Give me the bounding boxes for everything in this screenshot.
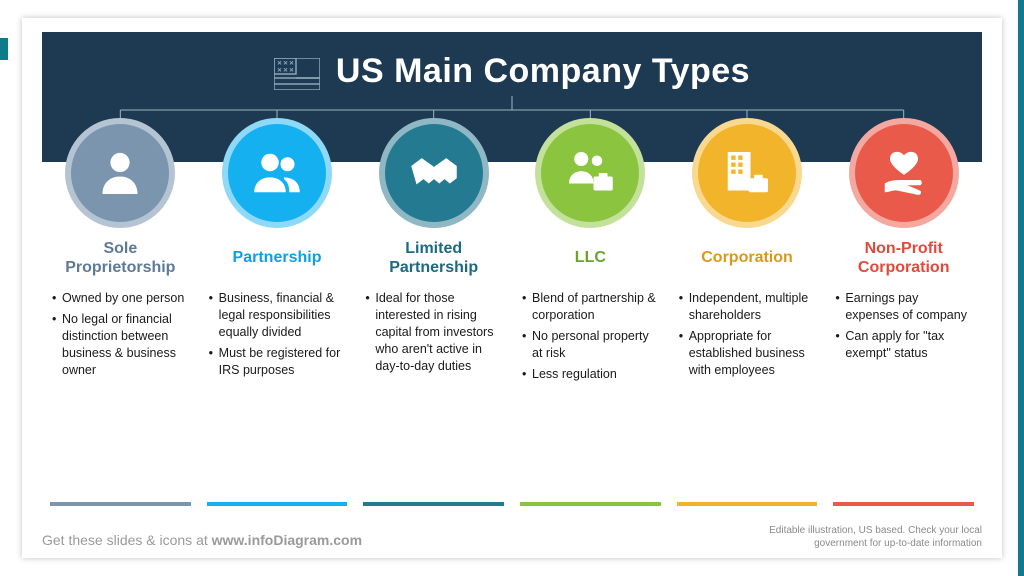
bullet-item: Earnings pay expenses of company bbox=[833, 290, 974, 324]
circle-4 bbox=[692, 118, 802, 228]
bullet-list: Earnings pay expenses of company Can appl… bbox=[833, 290, 974, 362]
people-icon bbox=[228, 124, 326, 222]
flag-usa-icon: ✕✕✕ ✕✕✕ bbox=[274, 58, 320, 90]
footer-left: Get these slides & icons at www.infoDiag… bbox=[42, 532, 362, 548]
svg-text:✕: ✕ bbox=[277, 60, 282, 67]
column-0: Sole Proprietorship Owned by one person No… bbox=[42, 236, 199, 506]
column-title: Corporation bbox=[677, 236, 818, 280]
svg-text:✕: ✕ bbox=[289, 60, 294, 67]
column-bar bbox=[520, 502, 661, 506]
footer-right: Editable illustration, US based. Check y… bbox=[769, 524, 982, 550]
bullet-item: Business, financial & legal responsibili… bbox=[207, 290, 348, 341]
svg-text:✕: ✕ bbox=[283, 67, 288, 74]
bullet-item: Blend of partnership & corporation bbox=[520, 290, 661, 324]
bullet-item: No legal or financial distinction betwee… bbox=[50, 311, 191, 379]
svg-text:✕: ✕ bbox=[277, 67, 282, 74]
column-title: Sole Proprietorship bbox=[50, 236, 191, 280]
people-briefcase-icon bbox=[541, 124, 639, 222]
bullet-item: Owned by one person bbox=[50, 290, 191, 307]
column-1: Partnership Business, financial & legal r… bbox=[199, 236, 356, 506]
page-title: US Main Company Types bbox=[336, 52, 750, 91]
circle-0 bbox=[65, 118, 175, 228]
column-5: Non-Profit Corporation Earnings pay expen… bbox=[825, 236, 982, 506]
bullet-list: Independent, multiple shareholders Approp… bbox=[677, 290, 818, 378]
bullet-list: Ideal for those interested in rising cap… bbox=[363, 290, 504, 374]
column-bar bbox=[677, 502, 818, 506]
person-icon bbox=[71, 124, 169, 222]
accent-right bbox=[1018, 0, 1024, 576]
bullet-item: Can apply for "tax exempt" status bbox=[833, 328, 974, 362]
column-bar bbox=[363, 502, 504, 506]
bullet-list: Owned by one person No legal or financial… bbox=[50, 290, 191, 378]
column-4: Corporation Independent, multiple shareho… bbox=[669, 236, 826, 506]
bullet-item: Must be registered for IRS purposes bbox=[207, 345, 348, 379]
column-title: Non-Profit Corporation bbox=[833, 236, 974, 280]
bullet-list: Business, financial & legal responsibili… bbox=[207, 290, 348, 378]
bullet-item: Ideal for those interested in rising cap… bbox=[363, 290, 504, 374]
columns: Sole Proprietorship Owned by one person No… bbox=[42, 236, 982, 506]
circle-2 bbox=[379, 118, 489, 228]
heart-hand-icon bbox=[855, 124, 953, 222]
building-briefcase-icon bbox=[698, 124, 796, 222]
bullet-item: No personal property at risk bbox=[520, 328, 661, 362]
circle-5 bbox=[849, 118, 959, 228]
bullet-item: Appropriate for established business wit… bbox=[677, 328, 818, 379]
bullet-item: Less regulation bbox=[520, 366, 661, 383]
column-bar bbox=[833, 502, 974, 506]
slide-page: ✕✕✕ ✕✕✕ US Main Company Types Sole Propr… bbox=[22, 18, 1002, 558]
column-2: Limited Partnership Ideal for those inter… bbox=[355, 236, 512, 506]
circle-3 bbox=[535, 118, 645, 228]
column-title: Partnership bbox=[207, 236, 348, 280]
svg-text:✕: ✕ bbox=[283, 60, 288, 67]
column-title: Limited Partnership bbox=[363, 236, 504, 280]
column-bar bbox=[50, 502, 191, 506]
bullet-list: Blend of partnership & corporation No per… bbox=[520, 290, 661, 382]
column-bar bbox=[207, 502, 348, 506]
handshake-icon bbox=[385, 124, 483, 222]
bullet-item: Independent, multiple shareholders bbox=[677, 290, 818, 324]
column-3: LLC Blend of partnership & corporation No … bbox=[512, 236, 669, 506]
accent-left bbox=[0, 38, 8, 60]
circle-1 bbox=[222, 118, 332, 228]
column-title: LLC bbox=[520, 236, 661, 280]
svg-text:✕: ✕ bbox=[289, 67, 294, 74]
circle-row bbox=[42, 118, 982, 228]
